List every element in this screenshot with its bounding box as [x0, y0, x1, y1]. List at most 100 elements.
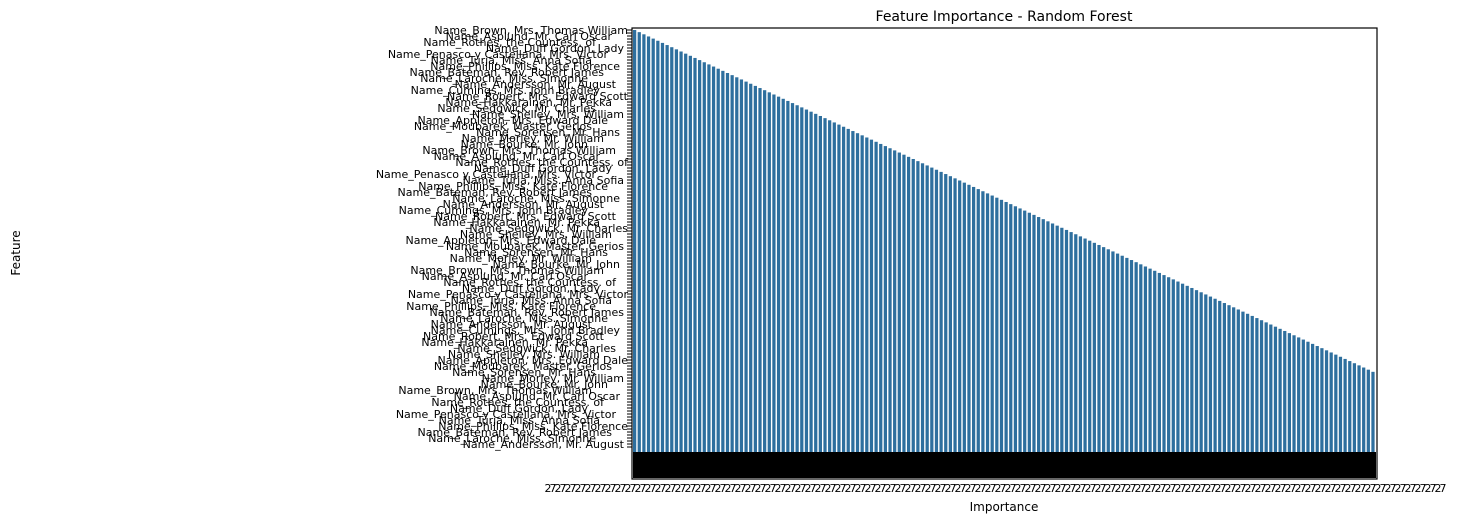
- bar: [911, 158, 915, 453]
- bar: [1111, 251, 1115, 452]
- x-tick-label: 2: [1045, 482, 1052, 495]
- bar: [1185, 285, 1189, 452]
- y-tick-label: Name_Duff Gordon, Lady: [486, 42, 625, 55]
- x-tick-label: 2: [1365, 482, 1372, 495]
- bar: [837, 124, 841, 452]
- x-tick-label: 7: [730, 482, 737, 495]
- bar: [1180, 283, 1185, 452]
- x-tick-label: 2: [725, 482, 732, 495]
- x-tick-label: 7: [1280, 482, 1287, 495]
- x-tick-label: 7: [580, 482, 587, 495]
- x-tick-label: 7: [1410, 482, 1417, 495]
- bar: [684, 53, 688, 453]
- x-tick-label: 7: [1310, 482, 1317, 495]
- x-tick-label: 2: [975, 482, 982, 495]
- x-tick-label: 7: [1360, 482, 1367, 495]
- x-tick-label: 2: [1065, 482, 1072, 495]
- x-tick-label: 7: [940, 482, 947, 495]
- bar: [1115, 253, 1120, 452]
- y-tick-label: Name_Phillips, Miss. Kate Florence: [438, 420, 628, 433]
- bar: [1009, 204, 1013, 452]
- bar: [1060, 227, 1064, 452]
- bar: [1357, 365, 1361, 452]
- x-tick-label: 7: [640, 482, 647, 495]
- x-tick-label: 2: [955, 482, 962, 495]
- x-tick-label: 7: [680, 482, 687, 495]
- bar: [790, 103, 795, 452]
- x-tick-label: 2: [985, 482, 992, 495]
- bar: [874, 141, 878, 453]
- x-tick-label: 2: [605, 482, 612, 495]
- y-tick-label: Name_Asplund, Mr. Carl Oscar: [454, 390, 621, 403]
- y-tick-label: Name_Hakkarainen, Mr. Pekka: [421, 336, 588, 349]
- bar: [1046, 221, 1050, 452]
- x-tick-label: 2: [595, 482, 602, 495]
- bar: [948, 176, 953, 452]
- x-tick-label: 2: [1215, 482, 1222, 495]
- bar: [851, 131, 855, 453]
- x-tick-label: 7: [850, 482, 857, 495]
- bar: [744, 81, 748, 452]
- y-tick-label: Name_Asplund, Mr. Carl Oscar: [422, 270, 589, 283]
- bar: [930, 167, 934, 452]
- y-tick-label: Name_Moubarek, Master. Gerios: [446, 240, 624, 253]
- bar: [1162, 275, 1166, 452]
- bar: [1218, 300, 1222, 452]
- bar: [976, 189, 980, 452]
- bar: [749, 83, 753, 452]
- y-tick-label: Name_Moubarek, Master. Gerios: [434, 360, 612, 373]
- x-tick-label: 7: [1090, 482, 1097, 495]
- x-tick-label: 7: [570, 482, 577, 495]
- x-tick-label: 7: [660, 482, 667, 495]
- bar: [763, 90, 767, 452]
- y-tick-label: Name_Andersson, Mr. August: [463, 438, 625, 451]
- x-tick-label: 2: [805, 482, 812, 495]
- bar: [637, 32, 641, 453]
- x-tick-label: 7: [1170, 482, 1177, 495]
- x-tick-label: 2: [565, 482, 572, 495]
- bar: [906, 156, 911, 452]
- x-tick-label: 7: [830, 482, 837, 495]
- x-tick-label: 2: [1405, 482, 1412, 495]
- bar: [818, 115, 822, 453]
- x-tick-label: 2: [735, 482, 742, 495]
- y-tick-label: Name_Brown, Mrs. Thomas William: [434, 24, 628, 37]
- x-tick-label: 2: [1075, 482, 1082, 495]
- bar: [804, 109, 809, 452]
- bar: [1204, 294, 1208, 452]
- bar: [1199, 292, 1203, 452]
- bar: [1041, 219, 1045, 452]
- y-tick-label: Name_Penasco y Castellana, Mrs. Victor: [388, 48, 609, 61]
- x-tick-label: 7: [1160, 482, 1167, 495]
- x-tick-label: 2: [1035, 482, 1042, 495]
- x-tick-label: 2: [1345, 482, 1352, 495]
- x-tick-label: 7: [1050, 482, 1057, 495]
- bar: [809, 111, 813, 452]
- bar: [925, 165, 929, 452]
- x-tick-label: 2: [615, 482, 622, 495]
- bar: [939, 171, 943, 452]
- bar: [934, 169, 939, 453]
- bar: [1315, 346, 1319, 452]
- x-tick-label: 2: [675, 482, 682, 495]
- x-tick-label: 2: [1245, 482, 1252, 495]
- x-tick-label: 2: [915, 482, 922, 495]
- y-tick-label: Name_Brown, Mrs. Thomas William: [422, 144, 616, 157]
- bar: [1018, 208, 1022, 452]
- x-tick-label: 7: [920, 482, 927, 495]
- chart-title: Feature Importance - Random Forest: [876, 9, 1133, 25]
- bar: [1208, 296, 1213, 452]
- bar: [758, 88, 762, 452]
- x-tick-label: 7: [860, 482, 867, 495]
- bar: [1106, 249, 1110, 452]
- x-tick-label: 7: [1010, 482, 1017, 495]
- x-tick-label: 7: [1150, 482, 1157, 495]
- bar: [688, 55, 692, 453]
- bar: [1078, 236, 1083, 452]
- x-tick-label: 7: [630, 482, 637, 495]
- x-tick-label: 7: [560, 482, 567, 495]
- bar: [1083, 238, 1087, 452]
- x-tick-label: 2: [1305, 482, 1312, 495]
- x-tick-label: 2: [1415, 482, 1422, 495]
